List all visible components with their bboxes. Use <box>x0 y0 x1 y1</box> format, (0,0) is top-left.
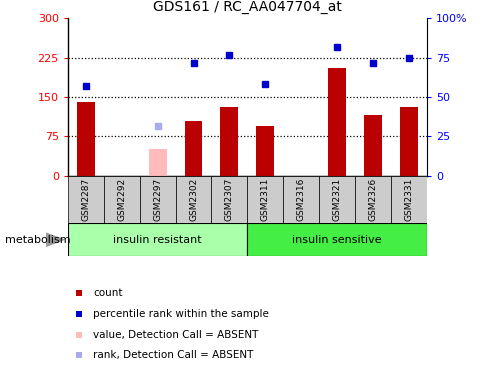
Text: count: count <box>93 288 122 298</box>
Text: value, Detection Call = ABSENT: value, Detection Call = ABSENT <box>93 330 258 340</box>
Text: GSM2297: GSM2297 <box>153 178 162 221</box>
Text: metabolism: metabolism <box>5 235 70 245</box>
Polygon shape <box>46 232 65 247</box>
Text: GSM2326: GSM2326 <box>368 178 377 221</box>
Text: insulin sensitive: insulin sensitive <box>292 235 381 245</box>
Text: GSM2302: GSM2302 <box>189 178 197 221</box>
Bar <box>363 115 381 176</box>
Bar <box>256 126 274 176</box>
Text: GSM2321: GSM2321 <box>332 178 341 221</box>
Text: GSM2331: GSM2331 <box>404 178 412 221</box>
Bar <box>76 102 95 176</box>
Bar <box>175 176 211 223</box>
Title: GDS161 / RC_AA047704_at: GDS161 / RC_AA047704_at <box>152 0 341 15</box>
Bar <box>139 176 175 223</box>
Bar <box>247 223 426 256</box>
Bar <box>318 176 354 223</box>
Bar <box>390 176 426 223</box>
Text: GSM2311: GSM2311 <box>260 178 269 221</box>
Text: GSM2292: GSM2292 <box>117 178 126 221</box>
Bar <box>354 176 390 223</box>
Text: GSM2307: GSM2307 <box>225 178 233 221</box>
Bar <box>184 121 202 176</box>
Bar <box>220 108 238 176</box>
Bar <box>148 149 166 176</box>
Text: GSM2287: GSM2287 <box>81 178 90 221</box>
Text: insulin resistant: insulin resistant <box>113 235 201 245</box>
Bar <box>327 68 345 176</box>
Bar <box>247 176 283 223</box>
Bar <box>68 223 247 256</box>
Bar <box>283 176 318 223</box>
Bar <box>68 176 104 223</box>
Text: GSM2316: GSM2316 <box>296 178 305 221</box>
Text: rank, Detection Call = ABSENT: rank, Detection Call = ABSENT <box>93 350 253 360</box>
Text: percentile rank within the sample: percentile rank within the sample <box>93 309 268 319</box>
Bar <box>104 176 139 223</box>
Bar <box>399 108 417 176</box>
Bar <box>211 176 247 223</box>
